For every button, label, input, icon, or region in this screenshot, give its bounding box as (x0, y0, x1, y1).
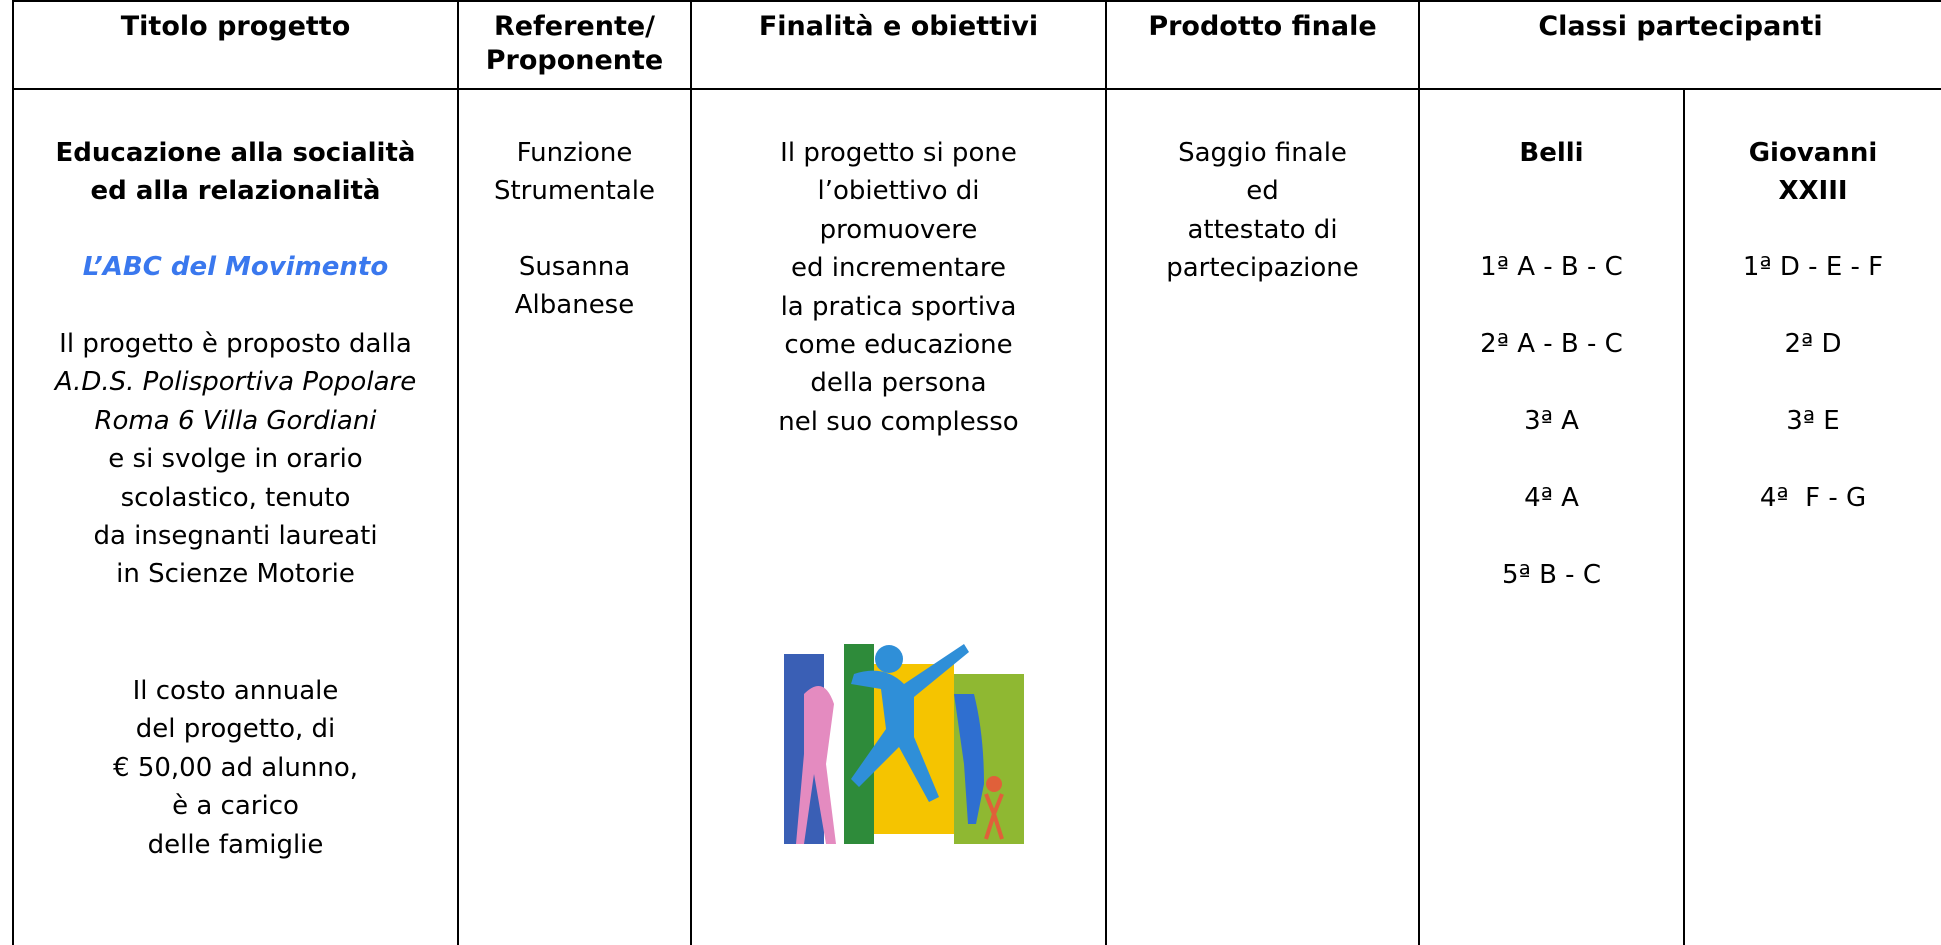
description-line: Roma 6 Villa Gordiani (94, 405, 377, 436)
description-line: A.D.S. Polisportiva Popolare (54, 367, 417, 398)
class-list: 1ª A - B - C (1480, 252, 1623, 282)
cost-line: delle famiglie (147, 829, 324, 860)
border (457, 0, 459, 945)
goal-line: la pratica sportiva (780, 291, 1017, 322)
illustration (774, 634, 1026, 848)
goal-line: Il progetto si pone (780, 138, 1017, 168)
description-line: e si svolge in orario (108, 444, 363, 475)
goal-line: l’obiettivo di (817, 176, 980, 207)
class-list: 4ª A (1524, 483, 1579, 513)
header-cell: Classi partecipanti (1538, 11, 1823, 42)
cost-line: € 50,00 ad alunno, (113, 752, 358, 783)
goal-line: ed incrementare (791, 253, 1006, 284)
header-cell: Titolo progetto (120, 11, 351, 42)
class-list: 5ª B - C (1502, 560, 1601, 590)
class-list: 2ª A - B - C (1480, 329, 1623, 359)
product-line: Saggio finale (1178, 138, 1347, 168)
goal-line: come educazione (784, 330, 1013, 360)
border (1683, 88, 1685, 945)
description-line: Il progetto è proposto dalla (59, 329, 412, 359)
description-line: scolastico, tenuto (120, 482, 351, 513)
project-title: Educazione alla socialità (55, 138, 416, 168)
referent-role: Strumentale (493, 176, 655, 206)
description-line: da insegnanti laureati (93, 521, 378, 551)
goal-line: promuovere (819, 214, 978, 245)
class-list: 1ª D - E - F (1742, 252, 1884, 282)
product-line: attestato di (1187, 214, 1338, 245)
goal-line: della persona (810, 368, 987, 399)
class-list: 2ª D (1784, 329, 1842, 359)
header-cell: Prodotto finale (1148, 11, 1377, 42)
product-line: ed (1246, 176, 1279, 207)
border (690, 0, 692, 945)
school-name: Giovanni (1748, 138, 1878, 168)
class-list: 3ª A (1524, 406, 1579, 436)
school-name: XXIII (1778, 176, 1848, 206)
border (1418, 0, 1420, 945)
border (12, 0, 14, 945)
class-list: 3ª E (1786, 406, 1840, 436)
referent-name: Albanese (514, 290, 635, 320)
class-list: 4ª F - G (1759, 483, 1867, 513)
header-cell: Referente/ Proponente (485, 11, 664, 76)
referent-name: Susanna (518, 252, 631, 282)
border (12, 88, 1941, 90)
project-subtitle: L’ABC del Movimento (82, 252, 389, 282)
referent-role: Funzione (516, 138, 633, 168)
header-cell: Finalità e obiettivi (758, 11, 1039, 42)
cost-line: del progetto, di (135, 714, 336, 745)
cost-line: è a carico (172, 791, 299, 822)
school-name: Belli (1519, 138, 1584, 168)
border (1105, 0, 1107, 945)
goal-line: nel suo complesso (778, 406, 1019, 437)
project-title: ed alla relazionalità (90, 176, 381, 206)
cost-line: Il costo annuale (132, 676, 339, 706)
product-line: partecipazione (1166, 253, 1359, 284)
border (12, 0, 1941, 2)
description-line: in Scienze Motorie (116, 559, 355, 590)
